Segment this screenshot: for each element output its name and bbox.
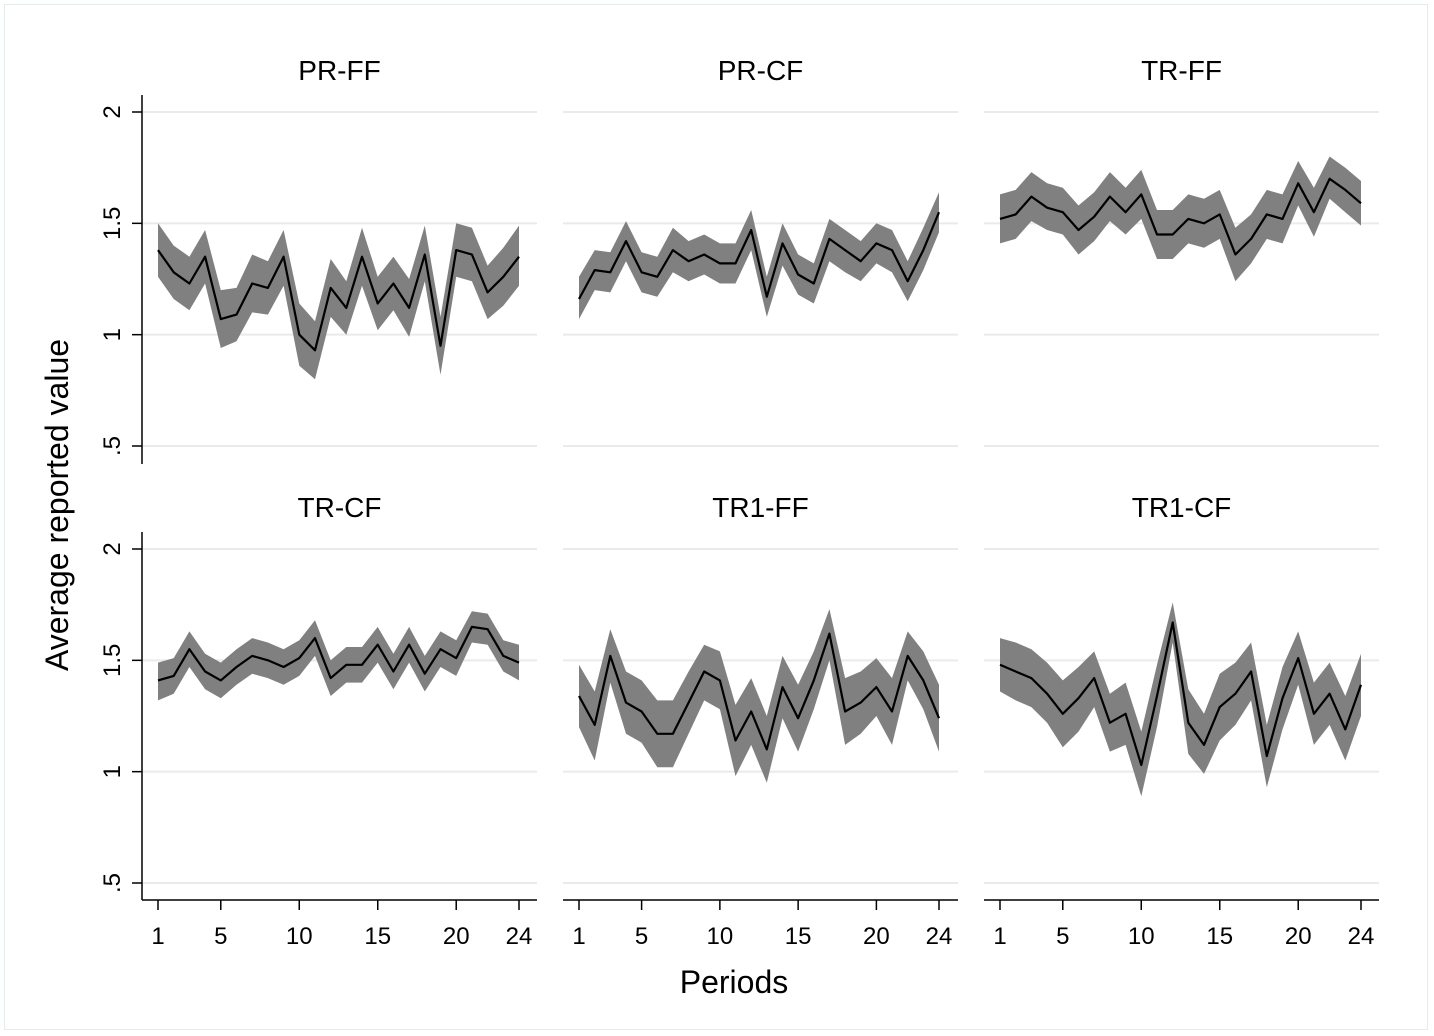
x-axis-title: Periods <box>680 964 789 1000</box>
panel-title: TR1-CF <box>1132 492 1232 523</box>
y-tick-label: .5 <box>99 873 126 893</box>
y-axis: .5 1 1.5 2 <box>99 95 143 464</box>
x-tick-label: 1 <box>993 923 1006 950</box>
panel-tr-ff: TR-FF <box>984 55 1379 447</box>
x-tick-label: 10 <box>707 923 734 950</box>
x-tick-label: 10 <box>286 923 313 950</box>
mean-line <box>578 632 941 751</box>
panel-title: TR1-FF <box>712 492 808 523</box>
y-tick-label: 2 <box>99 542 126 555</box>
mean-line <box>578 211 941 300</box>
x-tick-label: 5 <box>635 923 648 950</box>
panel-tr1-cf: TR1-CF <box>984 492 1379 884</box>
x-tick-label: 24 <box>1348 923 1375 950</box>
panel-title: TR-FF <box>1141 55 1222 86</box>
y-tick-label: .5 <box>99 436 126 456</box>
x-tick-label: 15 <box>785 923 812 950</box>
y-axis: .5 1 1.5 2 <box>99 532 143 900</box>
panel-tr1-ff: TR1-FF <box>563 492 958 884</box>
mean-line <box>157 625 520 682</box>
confidence-band <box>1000 602 1361 797</box>
x-tick-label: 20 <box>863 923 890 950</box>
x-tick-label: 20 <box>443 923 470 950</box>
y-tick-label: 1.5 <box>99 644 126 677</box>
x-tick-label: 24 <box>506 923 533 950</box>
axes-layer: .511.52.511.521 5 10 15 20 24 1 5 10 15 20 24 1 5 10 15… <box>99 95 1379 950</box>
x-tick-label: 15 <box>364 923 391 950</box>
confidence-band <box>158 223 519 380</box>
x-tick-label: 5 <box>1056 923 1069 950</box>
confidence-band <box>158 611 519 701</box>
figure-frame <box>4 4 1428 1030</box>
y-tick-label: 1.5 <box>99 207 126 240</box>
panel-pr-cf: PR-CF <box>563 55 958 447</box>
panels-layer: PR-FF PR-CF TR-FF TR-CF TR1-FF TR1-CF <box>142 55 1379 884</box>
y-tick-label: 2 <box>99 105 126 118</box>
x-tick-label: 5 <box>214 923 227 950</box>
confidence-band <box>1000 156 1361 282</box>
x-tick-label: 1 <box>572 923 585 950</box>
x-axis: 1 5 10 15 20 24 <box>142 899 537 950</box>
x-tick-label: 10 <box>1128 923 1155 950</box>
panel-pr-ff: PR-FF <box>142 55 537 447</box>
mean-line <box>999 177 1362 256</box>
panel-title: PR-FF <box>298 55 380 86</box>
mean-line <box>157 249 520 352</box>
confidence-band <box>579 192 939 320</box>
x-tick-label: 15 <box>1206 923 1233 950</box>
panel-tr-cf: TR-CF <box>142 492 537 884</box>
y-tick-label: 1 <box>99 765 126 778</box>
x-tick-label: 24 <box>926 923 953 950</box>
confidence-band <box>579 609 939 783</box>
mean-line <box>999 621 1363 767</box>
y-axis-title: Average reported value <box>39 339 75 671</box>
x-tick-label: 20 <box>1285 923 1312 950</box>
x-axis: 1 5 10 15 20 24 <box>984 899 1379 950</box>
panel-title: TR-CF <box>298 492 382 523</box>
x-tick-label: 1 <box>151 923 164 950</box>
y-tick-label: 1 <box>99 328 126 341</box>
panel-title: PR-CF <box>718 55 804 86</box>
x-axis: 1 5 10 15 20 24 <box>563 899 958 950</box>
